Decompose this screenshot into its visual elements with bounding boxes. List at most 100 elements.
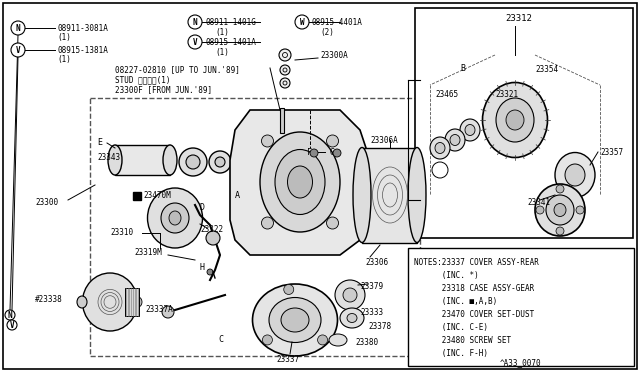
Ellipse shape [554, 203, 566, 217]
Text: (1): (1) [57, 55, 71, 64]
Ellipse shape [162, 306, 174, 318]
Text: V: V [193, 38, 197, 46]
Text: V: V [16, 45, 20, 55]
Text: ^A33_0070: ^A33_0070 [500, 358, 541, 367]
Text: 23300: 23300 [35, 198, 58, 207]
Text: NOTES:23337 COVER ASSY-REAR: NOTES:23337 COVER ASSY-REAR [414, 258, 539, 267]
Text: V: V [10, 321, 14, 330]
Text: N: N [16, 23, 20, 32]
Ellipse shape [287, 166, 312, 198]
Text: 23306A: 23306A [370, 136, 397, 145]
Text: B: B [460, 64, 465, 73]
Text: H: H [200, 263, 205, 273]
Text: 23337: 23337 [276, 355, 299, 364]
Ellipse shape [535, 184, 585, 236]
Circle shape [262, 217, 273, 229]
Text: W: W [300, 17, 304, 26]
Ellipse shape [329, 334, 347, 346]
Ellipse shape [253, 284, 337, 356]
Circle shape [262, 335, 273, 345]
Ellipse shape [450, 135, 460, 145]
Ellipse shape [206, 231, 220, 245]
Text: 23357: 23357 [600, 148, 623, 157]
Text: F: F [307, 148, 312, 157]
Ellipse shape [83, 273, 138, 331]
Ellipse shape [134, 297, 142, 307]
Text: 08915-1381A: 08915-1381A [57, 46, 108, 55]
Polygon shape [230, 110, 370, 255]
Ellipse shape [335, 280, 365, 310]
Text: 23300F [FROM JUN.'89]: 23300F [FROM JUN.'89] [115, 85, 212, 94]
Text: #23338: #23338 [35, 295, 63, 304]
Ellipse shape [163, 145, 177, 175]
Circle shape [317, 335, 328, 345]
Text: 23319M: 23319M [134, 248, 162, 257]
Circle shape [295, 15, 309, 29]
Bar [125, 288, 139, 316]
Circle shape [556, 227, 564, 235]
Bar [362, 148, 417, 243]
Text: 23378: 23378 [368, 322, 391, 331]
Text: 23343: 23343 [97, 153, 120, 162]
Ellipse shape [546, 195, 574, 225]
Ellipse shape [161, 203, 189, 233]
Circle shape [284, 285, 294, 295]
Ellipse shape [445, 129, 465, 151]
Circle shape [11, 43, 25, 57]
Ellipse shape [555, 153, 595, 198]
Text: N: N [8, 311, 12, 320]
Circle shape [7, 320, 17, 330]
Ellipse shape [343, 288, 357, 302]
Circle shape [536, 206, 544, 214]
Ellipse shape [147, 188, 202, 248]
Text: E: E [97, 138, 102, 147]
Text: (INC. F-H): (INC. F-H) [414, 349, 488, 358]
Circle shape [326, 217, 339, 229]
Bar [280, 108, 284, 133]
Circle shape [326, 135, 339, 147]
Circle shape [333, 149, 341, 157]
Circle shape [556, 185, 564, 193]
Circle shape [310, 149, 318, 157]
Circle shape [188, 35, 202, 49]
Ellipse shape [269, 298, 321, 343]
Text: 08911-3081A: 08911-3081A [57, 24, 108, 33]
Text: 08915-1401A: 08915-1401A [205, 38, 256, 47]
Text: (2): (2) [320, 28, 334, 37]
Ellipse shape [77, 296, 87, 308]
Text: D: D [200, 202, 205, 212]
Text: 23354: 23354 [535, 65, 558, 74]
Circle shape [262, 135, 273, 147]
Ellipse shape [465, 125, 475, 135]
Ellipse shape [275, 150, 325, 215]
Ellipse shape [430, 137, 450, 159]
Ellipse shape [281, 308, 309, 332]
Text: 23380: 23380 [355, 338, 378, 347]
Bar [133, 192, 141, 200]
Text: (INC. *): (INC. *) [414, 271, 479, 280]
Ellipse shape [340, 308, 364, 328]
Text: N: N [193, 17, 197, 26]
Text: (1): (1) [215, 48, 229, 57]
Text: STUD スタッド(1): STUD スタッド(1) [115, 75, 170, 84]
Text: A: A [235, 190, 240, 199]
Text: (INC. ■,A,B): (INC. ■,A,B) [414, 297, 497, 306]
Bar [115, 145, 170, 175]
Ellipse shape [215, 157, 225, 167]
Bar [90, 98, 420, 356]
Text: 08915-4401A: 08915-4401A [312, 18, 363, 27]
Ellipse shape [169, 211, 181, 225]
Text: 23379: 23379 [360, 282, 383, 291]
Circle shape [11, 21, 25, 35]
Text: 23300A: 23300A [320, 51, 348, 60]
Ellipse shape [408, 148, 426, 243]
Text: 08911-1401G: 08911-1401G [205, 18, 256, 27]
Ellipse shape [108, 145, 122, 175]
Circle shape [5, 310, 15, 320]
Ellipse shape [209, 151, 231, 173]
Text: (INC. C-E): (INC. C-E) [414, 323, 488, 332]
Text: 23465: 23465 [435, 90, 458, 99]
Ellipse shape [280, 78, 290, 88]
Text: 23333: 23333 [360, 308, 383, 317]
Ellipse shape [565, 164, 585, 186]
